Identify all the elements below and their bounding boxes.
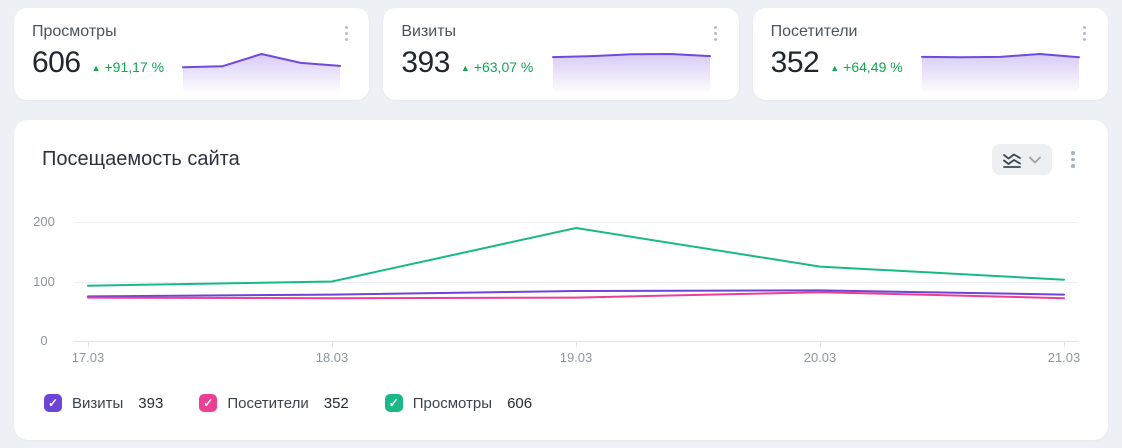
chart-legend: ✓ Визиты 393 ✓ Посетители 352 ✓ Просмотр… [44, 394, 1108, 412]
chevron-down-icon [1029, 156, 1041, 163]
card-title: Посетители [770, 23, 858, 40]
triangle-up-icon: ▲ [91, 63, 101, 73]
kebab-menu-icon[interactable] [709, 24, 723, 42]
triangle-up-icon: ▲ [460, 63, 470, 73]
kebab-menu-icon[interactable] [1078, 24, 1092, 42]
card-delta: ▲ +63,07 % [460, 59, 534, 75]
plot-area[interactable] [74, 220, 1078, 342]
card-title: Просмотры [32, 23, 117, 40]
kebab-menu-icon[interactable] [1066, 151, 1080, 169]
x-axis-label: 17.03 [71, 350, 105, 365]
triangle-up-icon: ▲ [830, 63, 840, 73]
gridline [74, 222, 1078, 223]
y-axis-label: 0 [40, 333, 48, 348]
checkmark-icon[interactable]: ✓ [44, 394, 62, 412]
card-views: Просмотры 606 ▲ +91,17 % [14, 8, 370, 100]
legend-value: 393 [138, 394, 164, 412]
panel-title: Посещаемость сайта [42, 148, 240, 170]
y-axis-label: 100 [33, 273, 55, 289]
x-axis: 17.03 18.03 19.03 20.03 21.03 [71, 342, 1081, 368]
legend-item-visits[interactable]: ✓ Визиты 393 [44, 394, 163, 412]
card-delta: ▲ +91,17 % [91, 59, 165, 75]
series-line [87, 289, 1065, 298]
series-line [87, 291, 1065, 300]
x-axis-label: 19.03 [559, 350, 593, 365]
sparkline [182, 53, 342, 94]
card-value: 393 [401, 46, 450, 79]
y-axis-label: 200 [33, 214, 55, 229]
stacked-lines-icon [1003, 153, 1021, 168]
legend-label: Посетители [227, 394, 309, 412]
card-value-row: 352 ▲ +64,49 % [771, 46, 1090, 80]
traffic-panel: Посещаемость сайта 0 100 200 17.03 18.03 19.… [14, 120, 1108, 440]
legend-value: 352 [323, 394, 349, 412]
card-value-row: 606 ▲ +91,17 % [32, 46, 351, 80]
card-value: 352 [770, 46, 820, 79]
card-title: Визиты [401, 23, 457, 40]
x-axis-label: 18.03 [315, 350, 349, 365]
legend-item-visitors[interactable]: ✓ Посетители 352 [199, 394, 349, 412]
kebab-menu-icon[interactable] [339, 24, 353, 42]
x-axis-label: 20.03 [803, 350, 837, 365]
checkmark-icon[interactable]: ✓ [384, 394, 403, 412]
legend-item-views[interactable]: ✓ Просмотры 606 [384, 394, 533, 412]
sparkline [551, 53, 711, 94]
card-value-row: 393 ▲ +63,07 % [401, 46, 720, 80]
series-line [87, 227, 1065, 287]
card-delta: ▲ +64,49 % [830, 59, 903, 75]
legend-value: 606 [507, 394, 533, 412]
legend-label: Визиты [72, 394, 124, 412]
sparkline [920, 53, 1080, 94]
gridline [74, 282, 1078, 283]
panel-controls [992, 144, 1080, 175]
checkmark-icon[interactable]: ✓ [199, 394, 218, 412]
legend-label: Просмотры [412, 394, 493, 412]
traffic-chart: 0 100 200 17.03 18.03 19.03 20.03 21.03 [14, 214, 1108, 368]
card-visitors: Посетители 352 ▲ +64,49 % [752, 8, 1108, 100]
summary-cards-row: Просмотры 606 ▲ +91,17 % Визиты 393 ▲ +63,… [0, 0, 1122, 100]
panel-header: Посещаемость сайта [14, 120, 1108, 175]
traffic-chart-svg [87, 227, 1065, 300]
chart-type-button[interactable] [992, 144, 1052, 175]
card-visits: Визиты 393 ▲ +63,07 % [383, 8, 739, 100]
card-value: 606 [32, 46, 81, 79]
gridline [74, 341, 1078, 342]
x-axis-label: 21.03 [1047, 350, 1081, 365]
